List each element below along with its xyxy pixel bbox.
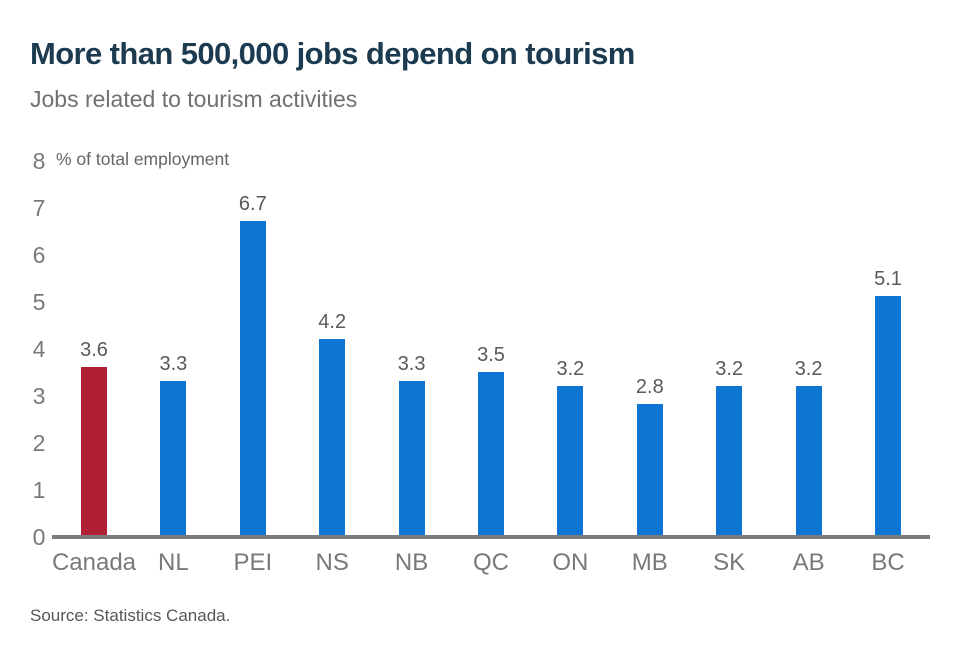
x-label-nb: NB bbox=[394, 549, 429, 576]
bar-qc bbox=[478, 371, 504, 539]
bar-nl bbox=[160, 380, 187, 539]
bar-pei bbox=[239, 221, 266, 539]
y-tick-1: 1 bbox=[32, 477, 46, 503]
x-label-canada: Canada bbox=[51, 549, 137, 576]
x-label-nl: NL bbox=[158, 549, 189, 576]
x-label-on: ON bbox=[552, 549, 589, 576]
y-tick-5: 5 bbox=[32, 289, 46, 315]
bar-ab bbox=[795, 385, 822, 539]
value-label-nl: 3.3 bbox=[159, 352, 188, 375]
y-tick-7: 7 bbox=[32, 195, 46, 221]
bar-on bbox=[557, 385, 584, 539]
x-axis-line bbox=[52, 535, 930, 539]
bar-canada bbox=[81, 366, 107, 539]
x-label-bc: BC bbox=[871, 549, 905, 576]
y-tick-8: 8 bbox=[32, 148, 46, 174]
value-label-bc: 5.1 bbox=[874, 268, 902, 291]
bar-ns bbox=[319, 338, 346, 539]
y-tick-4: 4 bbox=[32, 336, 46, 362]
x-label-qc: QC bbox=[473, 549, 509, 576]
y-tick-3: 3 bbox=[32, 383, 46, 409]
chart-subtitle: Jobs related to tourism activities bbox=[30, 86, 358, 112]
value-label-ns: 4.2 bbox=[318, 310, 347, 333]
bar-mb bbox=[636, 404, 663, 539]
value-label-sk: 3.2 bbox=[715, 357, 744, 380]
y-axis-unit-label: % of total employment bbox=[56, 149, 230, 169]
x-label-ab: AB bbox=[792, 549, 825, 576]
value-label-nb: 3.3 bbox=[397, 352, 426, 375]
x-label-sk: SK bbox=[713, 549, 746, 576]
x-label-pei: PEI bbox=[233, 549, 273, 576]
chart-title: More than 500,000 jobs depend on tourism bbox=[30, 36, 635, 71]
y-tick-2: 2 bbox=[32, 430, 46, 456]
bar-sk bbox=[716, 385, 743, 539]
x-label-mb: MB bbox=[631, 549, 668, 576]
bar-bc bbox=[875, 296, 901, 539]
value-label-qc: 3.5 bbox=[477, 343, 505, 366]
y-tick-0: 0 bbox=[32, 524, 46, 550]
value-label-pei: 6.7 bbox=[238, 193, 267, 216]
value-label-mb: 2.8 bbox=[635, 376, 664, 399]
bar-nb bbox=[398, 380, 425, 539]
y-tick-6: 6 bbox=[32, 242, 46, 268]
x-label-ns: NS bbox=[315, 549, 349, 576]
value-label-on: 3.2 bbox=[556, 357, 585, 380]
source-note: Source: Statistics Canada. bbox=[30, 606, 231, 625]
value-label-ab: 3.2 bbox=[794, 357, 823, 380]
value-label-canada: 3.6 bbox=[80, 338, 108, 361]
